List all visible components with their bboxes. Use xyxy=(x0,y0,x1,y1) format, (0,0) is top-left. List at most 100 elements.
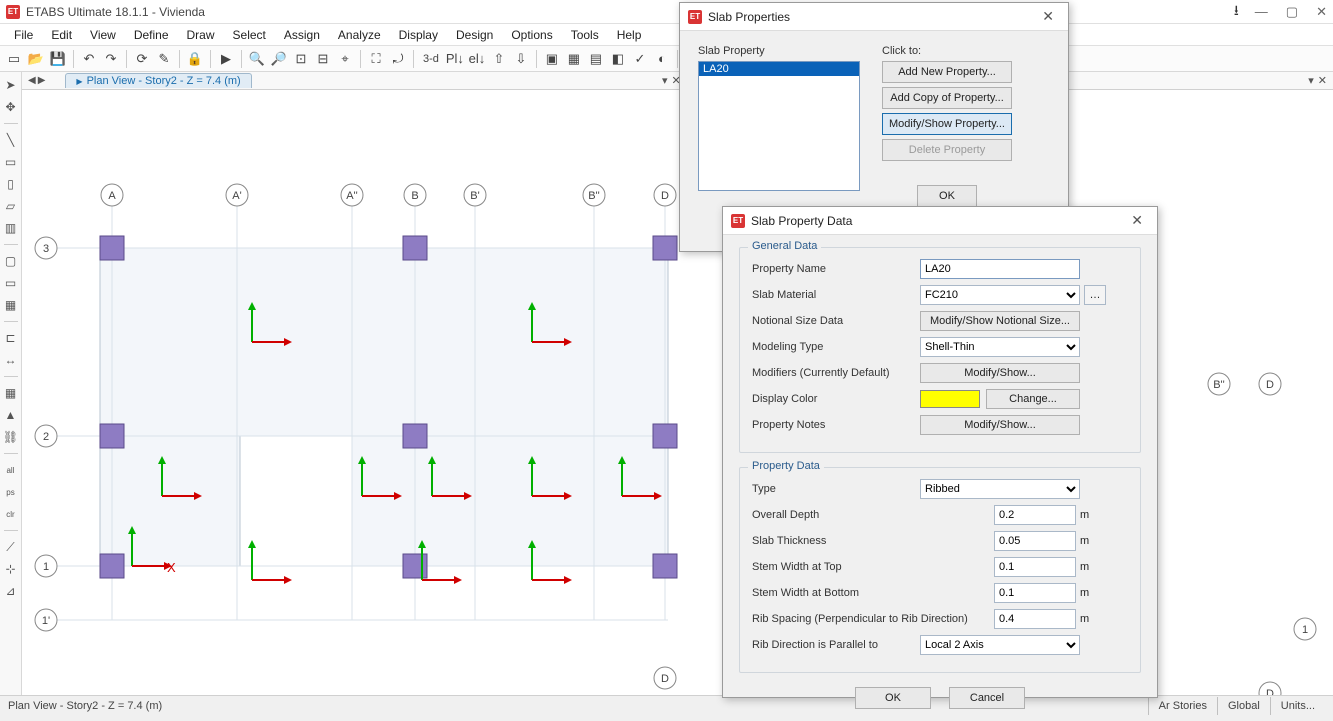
menu-define[interactable]: Define xyxy=(126,26,177,44)
zoom-out-icon[interactable]: 🔎 xyxy=(269,49,289,69)
menu-analyze[interactable]: Analyze xyxy=(330,26,389,44)
modify-property-button[interactable]: Modify/Show Property... xyxy=(882,113,1012,135)
tab-next-icon[interactable]: ▶ xyxy=(38,75,46,86)
tab-min-icon[interactable]: ▾ xyxy=(1308,74,1314,87)
panel-icon[interactable]: ▦ xyxy=(2,296,20,314)
snap-icon[interactable]: ⊹ xyxy=(2,560,20,578)
all-icon[interactable]: all xyxy=(2,461,20,479)
display-icon[interactable]: ◧ xyxy=(608,49,628,69)
menu-tools[interactable]: Tools xyxy=(563,26,607,44)
measure-icon[interactable]: ⟋ xyxy=(2,538,20,556)
thickness-input[interactable] xyxy=(994,531,1076,551)
plan-icon[interactable]: Pl↓ xyxy=(445,49,465,69)
status-stories[interactable]: Ar Stories xyxy=(1148,697,1217,715)
menu-select[interactable]: Select xyxy=(225,26,274,44)
modeling-type-select[interactable]: Shell-Thin xyxy=(920,337,1080,357)
up-icon[interactable]: ⇧ xyxy=(489,49,509,69)
grid2-icon[interactable]: ▦ xyxy=(2,384,20,402)
object-icon[interactable]: ▣ xyxy=(542,49,562,69)
tab-prev-icon[interactable]: ◀ xyxy=(28,75,36,86)
tab2-min-icon[interactable]: ▾ xyxy=(662,74,668,87)
line-icon[interactable]: ╲ xyxy=(2,131,20,149)
lock-icon[interactable]: 🔒 xyxy=(185,49,205,69)
render-icon[interactable]: ▲ xyxy=(2,406,20,424)
menu-display[interactable]: Display xyxy=(391,26,446,44)
slab-list-item[interactable]: LA20 xyxy=(699,62,859,76)
slab-material-select[interactable]: FC210 xyxy=(920,285,1080,305)
pan-icon[interactable]: ⛶ xyxy=(366,49,386,69)
stem-bottom-input[interactable] xyxy=(994,583,1076,603)
down-icon[interactable]: ⇩ xyxy=(511,49,531,69)
pointer-icon[interactable]: ➤ xyxy=(2,76,20,94)
zoom-prev-icon[interactable]: ⊟ xyxy=(313,49,333,69)
stem-top-input[interactable] xyxy=(994,557,1076,577)
col-icon[interactable]: ▯ xyxy=(2,175,20,193)
menu-draw[interactable]: Draw xyxy=(179,26,223,44)
threeD-label[interactable]: 3-d xyxy=(419,53,443,65)
add-property-button[interactable]: Add New Property... xyxy=(882,61,1012,83)
refresh-icon[interactable]: ⟳ xyxy=(132,49,152,69)
rib-spacing-input[interactable] xyxy=(994,609,1076,629)
open-icon[interactable]: 📂 xyxy=(26,49,46,69)
redo-icon[interactable]: ↷ xyxy=(101,49,121,69)
slab-property-list[interactable]: LA20 xyxy=(698,61,860,191)
contour-icon[interactable]: ◐ xyxy=(652,49,672,69)
menu-assign[interactable]: Assign xyxy=(276,26,328,44)
section-icon[interactable]: ▤ xyxy=(586,49,606,69)
menu-options[interactable]: Options xyxy=(503,26,560,44)
download-icon[interactable]: ⭳ xyxy=(1234,0,1239,24)
slab-data-cancel-button[interactable]: Cancel xyxy=(949,687,1025,709)
dim-icon[interactable]: ↔ xyxy=(2,351,20,369)
deform-icon[interactable]: ✓ xyxy=(630,49,650,69)
maximize-button[interactable]: ▢ xyxy=(1286,4,1298,20)
status-units[interactable]: Units... xyxy=(1270,697,1325,715)
svg-text:D: D xyxy=(1266,688,1274,695)
wall-icon[interactable]: ▥ xyxy=(2,219,20,237)
stair-icon[interactable]: ⛓ xyxy=(2,428,20,446)
copy-property-button[interactable]: Add Copy of Property... xyxy=(882,87,1012,109)
view-tab[interactable]: ▶Plan View - Story2 - Z = 7.4 (m) xyxy=(65,73,251,88)
slab-properties-ok-button[interactable]: OK xyxy=(917,185,977,207)
type-select[interactable]: Ribbed xyxy=(920,479,1080,499)
slab-icon[interactable]: ▢ xyxy=(2,252,20,270)
menu-view[interactable]: View xyxy=(82,26,124,44)
material-more-button[interactable]: … xyxy=(1084,285,1106,305)
zoom-full-icon[interactable]: ⊡ xyxy=(291,49,311,69)
ps-icon[interactable]: ps xyxy=(2,483,20,501)
minimize-button[interactable]: — xyxy=(1255,4,1268,20)
tab-close-icon[interactable]: ✕ xyxy=(1318,74,1327,87)
save-icon[interactable]: 💾 xyxy=(48,49,68,69)
menu-file[interactable]: File xyxy=(6,26,41,44)
slab-properties-close-icon[interactable]: ✕ xyxy=(1036,8,1060,25)
change-color-button[interactable]: Change... xyxy=(986,389,1080,409)
notional-size-button[interactable]: Modify/Show Notional Size... xyxy=(920,311,1080,331)
clr-icon[interactable]: clr xyxy=(2,505,20,523)
run-icon[interactable]: ▶ xyxy=(216,49,236,69)
slab-data-ok-button[interactable]: OK xyxy=(855,687,931,709)
brace-icon[interactable]: ▱ xyxy=(2,197,20,215)
modifiers-button[interactable]: Modify/Show... xyxy=(920,363,1080,383)
zoom-in-icon[interactable]: 🔍 xyxy=(247,49,267,69)
beam-icon[interactable]: ▭ xyxy=(2,153,20,171)
undo-icon[interactable]: ↶ xyxy=(79,49,99,69)
rib-direction-select[interactable]: Local 2 Axis xyxy=(920,635,1080,655)
grid-icon[interactable]: ▦ xyxy=(564,49,584,69)
new-icon[interactable]: ▭ xyxy=(4,49,24,69)
status-global[interactable]: Global xyxy=(1217,697,1270,715)
menu-help[interactable]: Help xyxy=(609,26,650,44)
menu-design[interactable]: Design xyxy=(448,26,501,44)
reshape-icon[interactable]: ✥ xyxy=(2,98,20,116)
ortho-icon[interactable]: ⊿ xyxy=(2,582,20,600)
depth-input[interactable] xyxy=(994,505,1076,525)
draw-icon[interactable]: ✎ xyxy=(154,49,174,69)
opening-icon[interactable]: ▭ xyxy=(2,274,20,292)
section-cut-icon[interactable]: ⊏ xyxy=(2,329,20,347)
property-notes-button[interactable]: Modify/Show... xyxy=(920,415,1080,435)
slab-data-close-icon[interactable]: ✕ xyxy=(1125,212,1149,229)
zoom-sel-icon[interactable]: ⌖ xyxy=(335,49,355,69)
rotate-icon[interactable]: ⤾ xyxy=(388,49,408,69)
close-button[interactable]: ✕ xyxy=(1316,4,1327,20)
property-name-input[interactable] xyxy=(920,259,1080,279)
menu-edit[interactable]: Edit xyxy=(43,26,80,44)
elev-icon[interactable]: el↓ xyxy=(467,49,487,69)
